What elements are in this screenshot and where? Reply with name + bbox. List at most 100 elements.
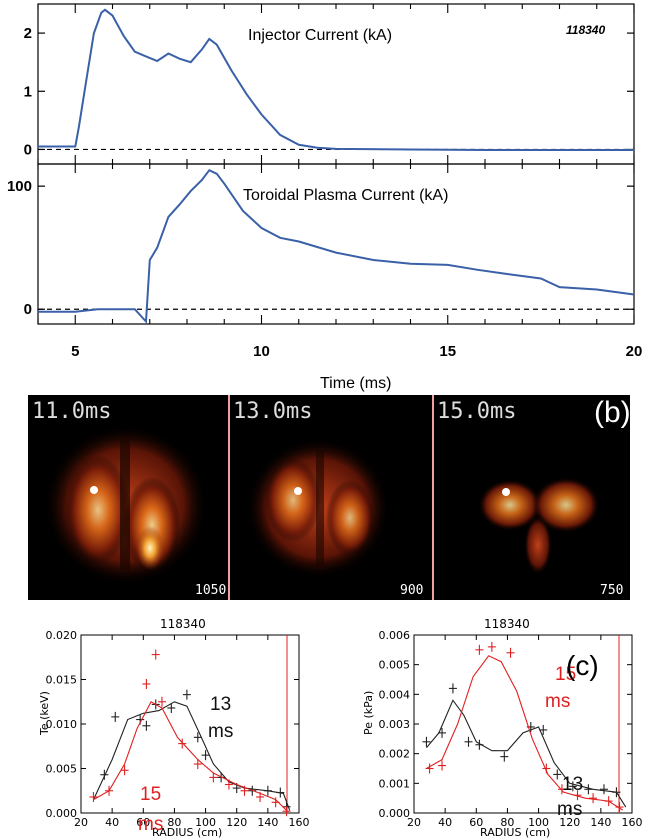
y-tick-label: 0.000 — [379, 807, 411, 820]
data-point — [271, 797, 280, 808]
data-point — [120, 765, 129, 776]
data-point — [589, 793, 598, 804]
x-tick-label: 120 — [559, 816, 580, 829]
y-tick-label: 0 — [24, 301, 32, 318]
y-tick-label: 0.006 — [379, 629, 411, 642]
data-point — [111, 711, 120, 722]
plasma-current-trace — [38, 168, 635, 324]
x-ticks — [37, 4, 635, 164]
x-tick-label: 140 — [590, 816, 611, 829]
x-axis-label: RADIUS (cm) — [480, 826, 550, 839]
frame-scale-label: 750 — [600, 583, 623, 598]
data-point — [178, 738, 187, 749]
axes: 0.000 0.001 0.002 0.003 0.004 0.005 0.006 20 40 6… — [379, 629, 643, 829]
y-tick-label: 0 — [24, 141, 32, 158]
data-point — [475, 644, 484, 655]
data-point — [276, 787, 285, 798]
data-point — [167, 702, 176, 713]
annotation-ms: ms — [545, 691, 570, 712]
plasma-glow — [326, 480, 374, 556]
data-point — [604, 796, 613, 807]
plasma-glow — [478, 479, 542, 531]
x-tick-label: 100 — [195, 816, 216, 829]
data-point — [568, 781, 577, 792]
annotation-15: 15 — [555, 664, 576, 685]
x-axis-label: RADIUS (cm) — [152, 826, 222, 839]
data-point — [151, 649, 160, 660]
plasma-glow — [532, 477, 600, 533]
injector-current-trace — [38, 8, 634, 151]
y-tick-label: 2 — [24, 25, 32, 42]
bright-spot — [502, 488, 510, 496]
data-point — [573, 790, 582, 801]
pe-profile-plot: 118340 0.0000.0010.0020.0030.0040.0050.0… — [362, 617, 643, 839]
camera-frame-1: 11.0ms 1050 — [32, 399, 226, 598]
annotation-ms: ms — [208, 721, 233, 742]
annotation-13: 13 — [210, 694, 231, 715]
data-point — [193, 732, 202, 743]
data-point — [201, 750, 210, 761]
y-tick-label: 0.010 — [46, 718, 78, 731]
x-tick-label: 20 — [74, 816, 88, 829]
x-tick-label: 40 — [105, 816, 119, 829]
y-tick-label: 0.001 — [379, 777, 411, 790]
x-tick-label: 15 — [439, 343, 456, 360]
y-tick-label: 0.000 — [46, 807, 78, 820]
frame-time-label: 11.0ms — [32, 399, 111, 424]
center-stack-shadow — [120, 440, 130, 570]
annotation-15: 15 — [140, 784, 161, 805]
y-tick-label: 100 — [7, 178, 32, 195]
data-point — [464, 736, 473, 747]
data-point — [209, 772, 218, 783]
data-point — [448, 683, 457, 694]
x-tick-labels: 5 10 15 20 — [71, 343, 642, 360]
data-point — [193, 759, 202, 770]
data-point — [539, 724, 548, 735]
shot-number: 118340 — [566, 23, 605, 37]
data-point — [142, 678, 151, 689]
bright-spot — [294, 487, 302, 495]
y-tick-label: 0.005 — [379, 659, 411, 672]
y-tick-labels: 0 1 2 — [24, 25, 634, 158]
bright-spot — [90, 486, 98, 494]
data-point — [553, 769, 562, 780]
data-point — [599, 784, 608, 795]
y-tick-label: 0.003 — [379, 718, 411, 731]
data-point — [438, 727, 447, 738]
te-profile-plot: 118340 0.000 0.005 0.010 0.015 0.020 20 40 60 80… — [38, 617, 310, 839]
x-tick-label: 140 — [257, 816, 278, 829]
x-tick-label: 5 — [71, 343, 79, 360]
y-tick-label: 0.020 — [46, 629, 78, 642]
y-tick-label: 0.002 — [379, 748, 411, 761]
axes: 0.000 0.005 0.010 0.015 0.020 20 40 60 80 100 120 1… — [46, 629, 310, 829]
plot-title: 118340 — [160, 617, 206, 631]
plasma-glow — [265, 458, 321, 542]
x-tick-label: 40 — [438, 816, 452, 829]
x-tick-label: 80 — [500, 816, 514, 829]
data-point — [157, 696, 166, 707]
x-axis-label: Time (ms) — [320, 375, 391, 392]
data-point — [142, 720, 151, 731]
data-point — [240, 785, 249, 796]
fit-curve — [426, 699, 627, 808]
camera-frame-3: 15.0ms 750 — [437, 399, 623, 598]
plasma-glow — [524, 515, 552, 575]
data-point — [105, 785, 114, 796]
data-point — [584, 784, 593, 795]
panel-letter-b: (b) — [594, 396, 631, 429]
data-point — [422, 736, 431, 747]
x-tick-label: 100 — [528, 816, 549, 829]
plot-frame — [413, 634, 633, 814]
data-point — [557, 784, 566, 795]
plot-title: Toroidal Plasma Current (kA) — [243, 187, 448, 204]
y-tick-label: 0.015 — [46, 674, 78, 687]
data-point — [506, 647, 515, 658]
hot-spot — [136, 526, 164, 570]
x-tick-label: 120 — [226, 816, 247, 829]
x-tick-label: 80 — [167, 816, 181, 829]
center-stack-shadow — [316, 450, 324, 570]
injector-current-plot: Injector Current (kA) 118340 0 1 2 — [24, 3, 635, 165]
annotation-ms: ms — [557, 799, 582, 820]
frame-time-label: 15.0ms — [437, 399, 516, 424]
toroidal-current-plot: Toroidal Plasma Current (kA) 0 100 5 10 15 2… — [7, 163, 642, 392]
